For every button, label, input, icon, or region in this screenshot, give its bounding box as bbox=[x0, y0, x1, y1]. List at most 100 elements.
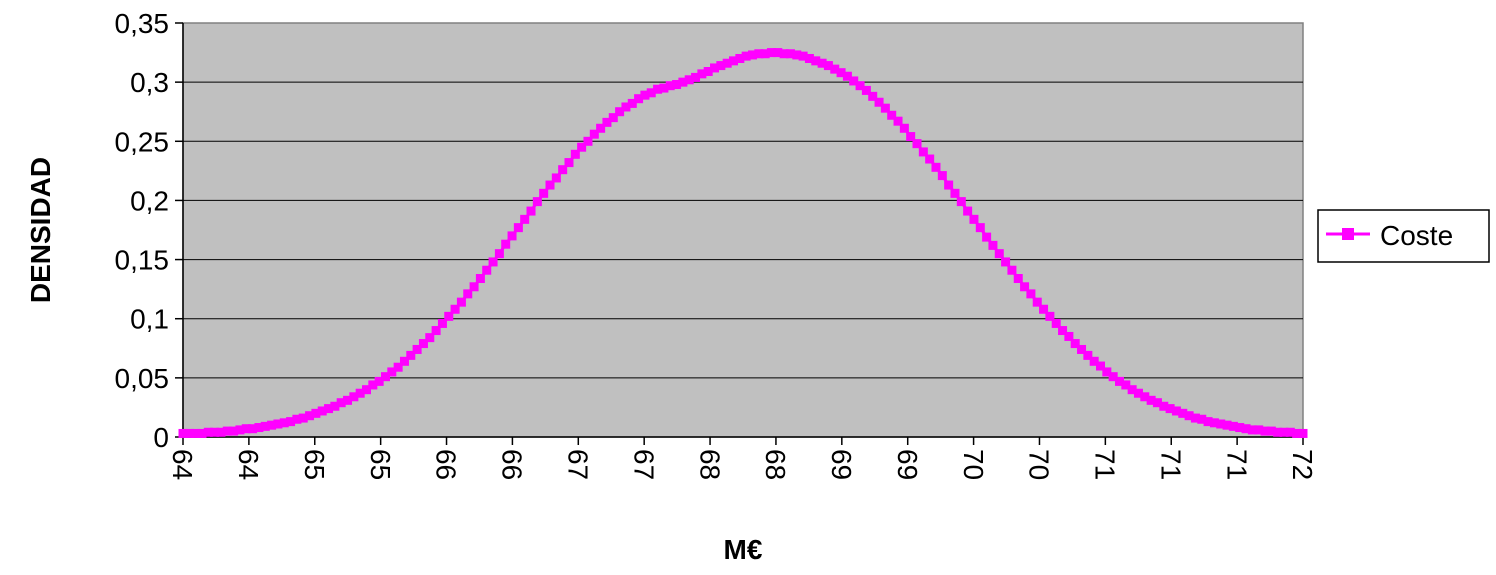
data-point-marker bbox=[216, 427, 226, 437]
data-point-marker bbox=[463, 289, 473, 299]
data-point-marker bbox=[564, 158, 574, 168]
x-tick-label: 69 bbox=[826, 449, 857, 480]
data-point-marker bbox=[1241, 424, 1251, 434]
data-point-marker bbox=[684, 75, 694, 85]
data-point-marker bbox=[330, 401, 340, 411]
data-point-marker bbox=[210, 427, 220, 437]
y-tick-label: 0,15 bbox=[115, 245, 170, 276]
series-coste bbox=[178, 48, 1308, 438]
data-point-marker bbox=[1045, 311, 1055, 321]
data-point-marker bbox=[1140, 392, 1150, 402]
data-point-marker bbox=[317, 406, 327, 416]
data-point-marker bbox=[950, 188, 960, 198]
data-point-marker bbox=[1184, 411, 1194, 421]
data-point-marker bbox=[184, 428, 194, 438]
x-tick-label: 69 bbox=[892, 449, 923, 480]
data-point-marker bbox=[349, 392, 359, 402]
data-point-marker bbox=[1089, 356, 1099, 366]
x-tick-label: 66 bbox=[431, 449, 462, 480]
data-point-marker bbox=[456, 297, 466, 307]
data-point-marker bbox=[298, 413, 308, 423]
data-point-marker bbox=[773, 48, 783, 58]
y-tick-label: 0,1 bbox=[130, 304, 169, 335]
data-point-marker bbox=[1216, 419, 1226, 429]
x-axis-title: M€ bbox=[724, 534, 763, 565]
data-point-marker bbox=[1146, 395, 1156, 405]
x-tick-label: 66 bbox=[497, 449, 528, 480]
data-point-marker bbox=[944, 180, 954, 190]
data-point-marker bbox=[1133, 388, 1143, 398]
data-point-marker bbox=[653, 84, 663, 94]
data-point-marker bbox=[374, 376, 384, 386]
data-point-marker bbox=[1228, 421, 1238, 431]
data-point-marker bbox=[406, 350, 416, 360]
plot-area bbox=[182, 22, 1304, 438]
data-point-marker bbox=[969, 214, 979, 224]
data-point-marker bbox=[248, 424, 258, 434]
data-point-marker bbox=[197, 428, 207, 438]
data-point-marker bbox=[1165, 404, 1175, 414]
data-point-marker bbox=[431, 326, 441, 336]
x-tick-label: 71 bbox=[1155, 449, 1186, 480]
data-point-marker bbox=[994, 249, 1004, 259]
data-point-marker bbox=[836, 68, 846, 78]
data-point-marker bbox=[804, 53, 814, 63]
x-tick-label: 72 bbox=[1287, 449, 1318, 480]
y-axis: 0 0,05 0,1 0,15 0,2 0,25 0,3 0,35 bbox=[115, 8, 184, 453]
x-axis: 64 64 65 65 66 66 67 67 68 68 69 69 70 70 71 71 71 72 bbox=[167, 436, 1318, 480]
data-point-marker bbox=[292, 414, 302, 424]
data-point-marker bbox=[988, 240, 998, 250]
data-point-marker bbox=[362, 385, 371, 395]
data-point-marker bbox=[513, 223, 523, 233]
x-tick-label: 71 bbox=[1221, 449, 1252, 480]
data-point-marker bbox=[399, 356, 409, 366]
data-point-marker bbox=[589, 129, 599, 139]
data-point-marker bbox=[868, 91, 878, 101]
data-point-marker bbox=[849, 76, 859, 86]
data-point-marker bbox=[343, 395, 353, 405]
data-point-marker bbox=[235, 425, 245, 435]
data-point-marker bbox=[368, 380, 378, 390]
data-point-marker bbox=[861, 85, 871, 95]
data-point-marker bbox=[1171, 406, 1181, 416]
data-point-marker bbox=[305, 411, 315, 421]
data-point-marker bbox=[1152, 398, 1162, 408]
data-point-marker bbox=[823, 61, 833, 71]
x-tick-label: 64 bbox=[167, 449, 198, 480]
data-point-marker bbox=[1292, 428, 1302, 438]
data-point-marker bbox=[1096, 361, 1106, 371]
data-point-marker bbox=[267, 420, 277, 430]
data-point-marker bbox=[937, 171, 947, 181]
data-point-marker bbox=[1026, 289, 1036, 299]
x-tick-label: 65 bbox=[365, 449, 396, 480]
data-point-marker bbox=[899, 123, 909, 133]
data-point-marker bbox=[1083, 350, 1093, 360]
data-point-marker bbox=[893, 116, 903, 126]
data-point-marker bbox=[1260, 426, 1270, 436]
data-point-marker bbox=[1254, 425, 1264, 435]
data-point-marker bbox=[1285, 427, 1295, 437]
data-point-marker bbox=[608, 113, 618, 123]
legend-label-coste: Coste bbox=[1380, 220, 1453, 251]
data-point-marker bbox=[1178, 408, 1188, 418]
data-point-marker bbox=[241, 424, 251, 434]
data-point-marker bbox=[488, 257, 498, 267]
data-point-marker bbox=[1039, 304, 1049, 314]
data-point-marker bbox=[507, 231, 517, 241]
data-point-marker bbox=[532, 197, 542, 207]
data-point-marker bbox=[842, 71, 852, 81]
data-point-marker bbox=[874, 97, 884, 107]
data-point-marker bbox=[1115, 376, 1124, 386]
data-point-marker bbox=[1077, 344, 1087, 354]
data-point-marker bbox=[766, 48, 776, 58]
data-point-marker bbox=[1064, 331, 1074, 341]
x-tick-label: 67 bbox=[562, 449, 593, 480]
x-tick-label: 71 bbox=[1090, 449, 1121, 480]
data-point-marker bbox=[539, 188, 549, 198]
x-tick-label: 65 bbox=[299, 449, 330, 480]
data-point-marker bbox=[887, 110, 897, 120]
data-point-marker bbox=[1102, 367, 1112, 377]
data-point-marker bbox=[279, 418, 289, 428]
data-point-marker bbox=[425, 333, 435, 343]
data-point-marker bbox=[583, 136, 593, 146]
